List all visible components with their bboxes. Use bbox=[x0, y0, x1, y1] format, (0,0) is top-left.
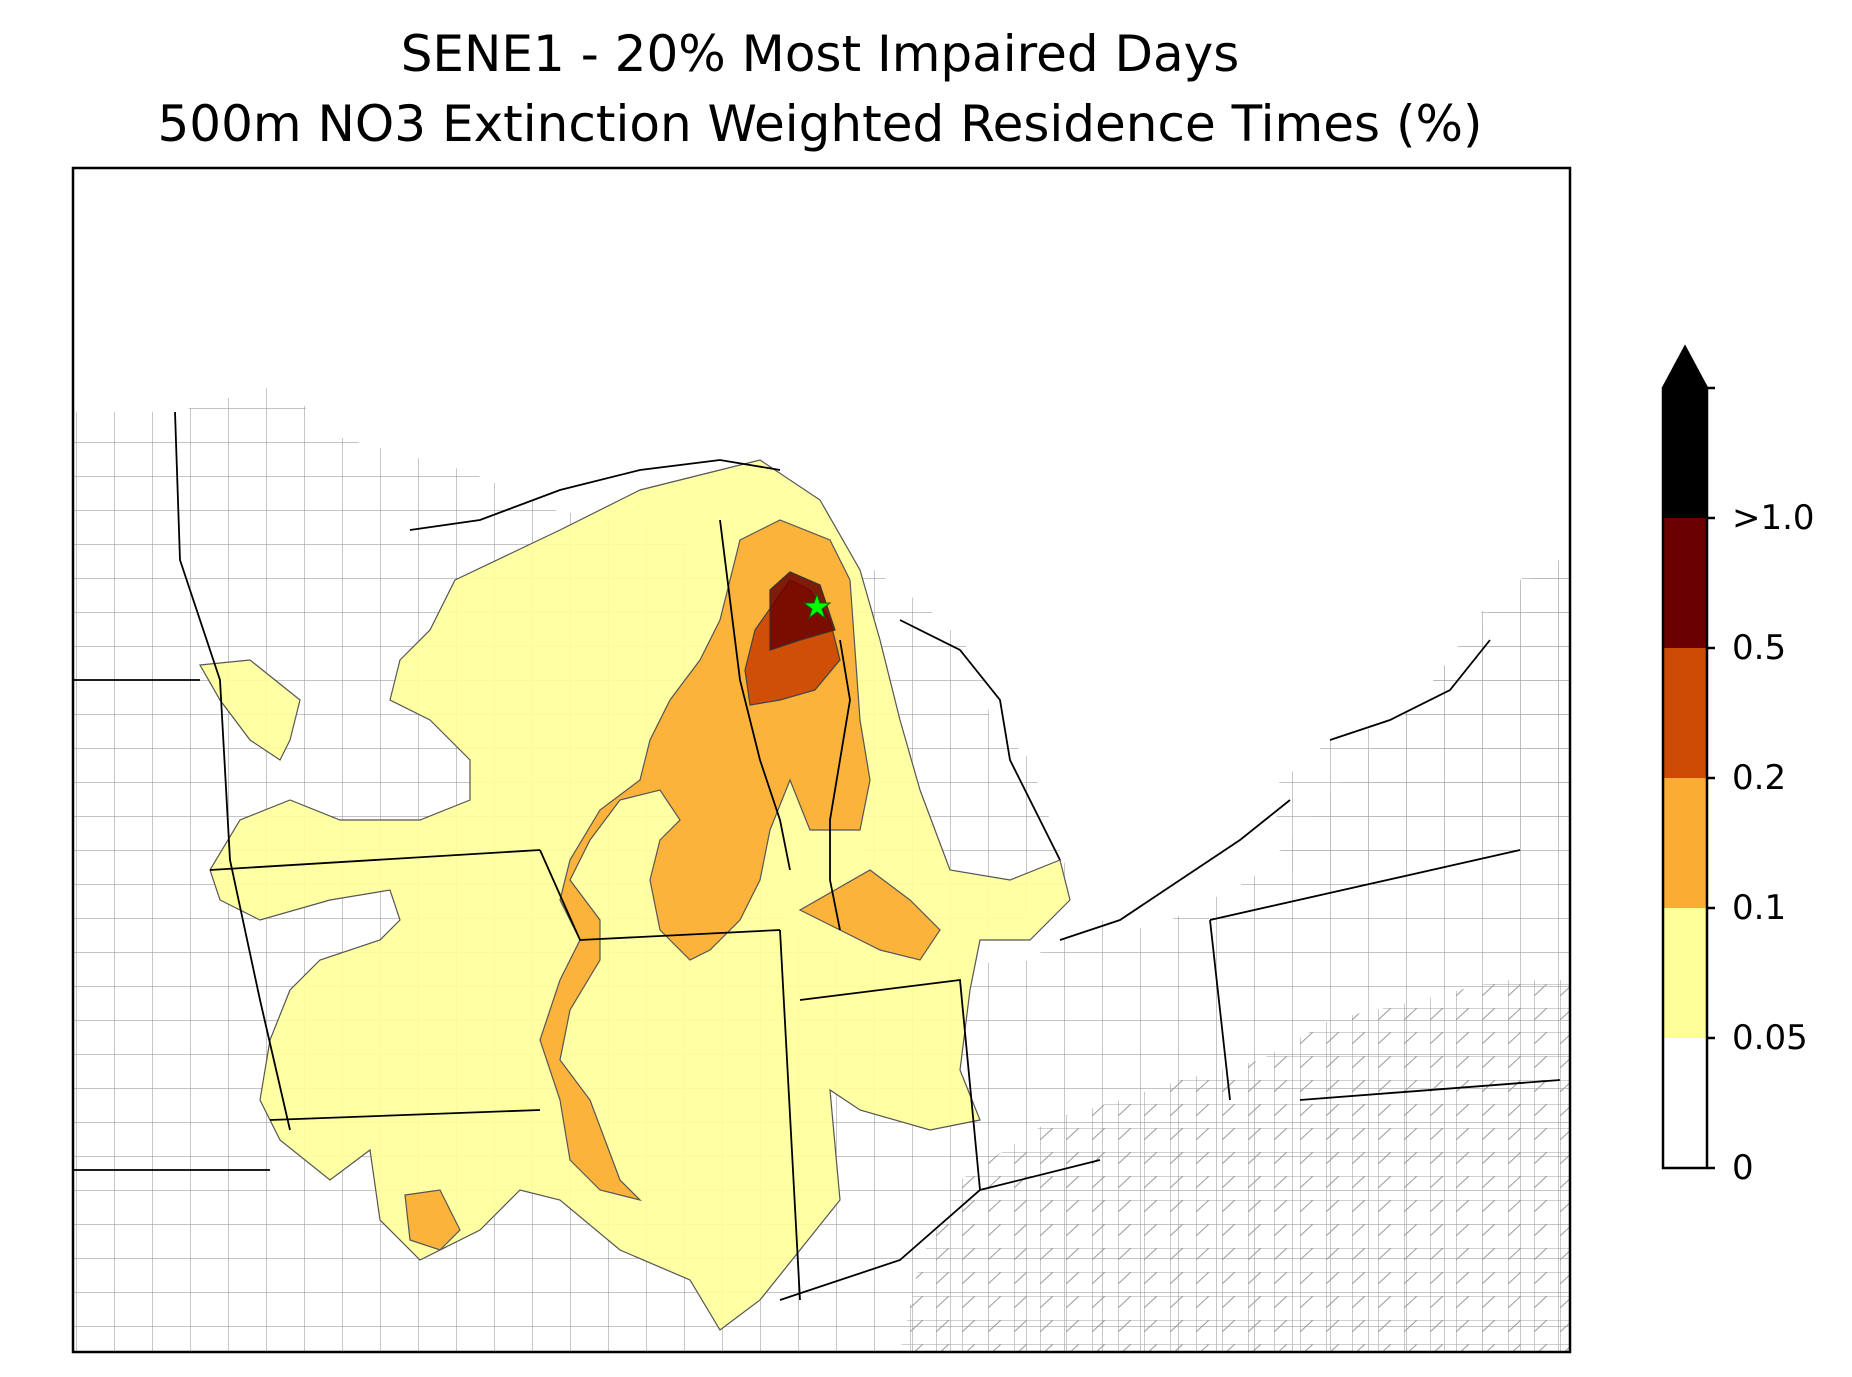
state-line-ia-mn bbox=[209, 849, 541, 871]
contour-0.1-0.2-east bbox=[798, 869, 941, 961]
state-line-wi-il bbox=[539, 849, 781, 941]
colorbar-bin-0.5-1.0 bbox=[1663, 518, 1707, 648]
contour-0.5-1.0 bbox=[769, 571, 836, 651]
colorbar-label-0: 0 bbox=[1732, 1148, 1754, 1188]
state-line-pa-ny bbox=[1209, 849, 1521, 921]
colorbar-label-1.0: >1.0 bbox=[1732, 498, 1815, 538]
title-line-1: SENE1 - 20% Most Impaired Days bbox=[400, 25, 1240, 83]
colorbar bbox=[1661, 344, 1715, 1170]
state-line-oh-pa bbox=[1209, 919, 1231, 1101]
lake-michigan-east-shore bbox=[829, 639, 851, 931]
colorbar-bin-0.2-0.5 bbox=[1663, 648, 1707, 778]
lake-erie-shore bbox=[1059, 799, 1291, 941]
contour-0.05-0.1-minnesota bbox=[199, 659, 301, 761]
colorbar-bin-0.05-0.1 bbox=[1663, 908, 1707, 1038]
state-line-mn-wi bbox=[174, 411, 291, 1131]
colorbar-overflow-arrow bbox=[1663, 347, 1707, 388]
colorbar-outline bbox=[1661, 344, 1709, 1170]
state-line-mo-ia bbox=[269, 1109, 541, 1121]
colorbar-bin-0-0.05 bbox=[1663, 1038, 1707, 1168]
map-frame bbox=[71, 166, 1572, 1354]
colorbar-label-0.05: 0.05 bbox=[1732, 1018, 1808, 1058]
colorbar-ticks bbox=[1707, 386, 1715, 1170]
title-line-2: 500m NO3 Extinction Weighted Residence T… bbox=[157, 95, 1483, 153]
colorbar-label-0.1: 0.1 bbox=[1732, 888, 1787, 928]
contour-layer bbox=[199, 459, 1071, 1331]
lake-huron-shore bbox=[899, 619, 1061, 861]
colorbar-label-0.2: 0.2 bbox=[1732, 758, 1787, 798]
colorbar-overflow-block bbox=[1663, 388, 1707, 518]
colorbar-bin-0.1-0.2 bbox=[1663, 778, 1707, 908]
contour-0.1-0.2-south bbox=[404, 1189, 461, 1251]
colorbar-label-0.5: 0.5 bbox=[1732, 628, 1787, 668]
state-boundaries bbox=[73, 411, 1561, 1301]
lake-michigan-west-shore bbox=[719, 519, 791, 871]
state-line-in-oh bbox=[799, 978, 981, 1191]
state-line-ky bbox=[779, 1159, 1101, 1301]
state-line-md-pa bbox=[1299, 1079, 1561, 1101]
state-line-il-in bbox=[779, 929, 801, 1301]
site-marker-star bbox=[802, 592, 832, 620]
lake-superior-shore bbox=[409, 459, 781, 531]
lake-ontario-shore bbox=[1329, 639, 1491, 741]
